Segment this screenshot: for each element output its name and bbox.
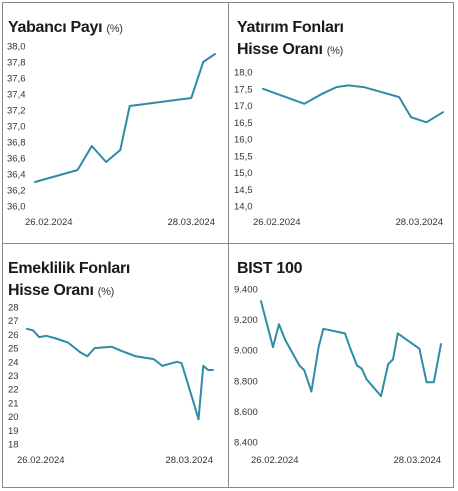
chart-yabanci-payi: 38,0 37,8 37,6 37,4 37,2 37,0 36,8 36,6 36,4 36,2… bbox=[7, 42, 216, 228]
chart-title: Yabancı Payı (%) bbox=[8, 17, 123, 40]
chart-title: BIST 100 bbox=[237, 258, 302, 280]
chart-title-text: Yabancı Payı bbox=[8, 19, 103, 36]
y-tick-label: 37,0 bbox=[7, 122, 26, 133]
y-tick-label: 37,6 bbox=[7, 74, 26, 85]
panel-bist-100: BIST 100 9.400 9.200 9.000 8.800 8.600 8.400 2… bbox=[229, 258, 458, 488]
y-tick-label: 23 bbox=[8, 371, 19, 382]
x-tick-label: 26.02.2024 bbox=[253, 217, 301, 228]
chart-title-line-2: Hisse Oranı bbox=[8, 282, 94, 299]
y-tick-label: 16,0 bbox=[234, 135, 253, 146]
y-tick-label: 36,6 bbox=[7, 154, 26, 165]
y-tick-label: 9.000 bbox=[234, 346, 258, 357]
chart-unit: (%) bbox=[106, 23, 123, 35]
chart-bist-100: 9.400 9.200 9.000 8.800 8.600 8.400 26.02.2024… bbox=[234, 285, 442, 466]
y-tick-label: 9.200 bbox=[234, 315, 258, 326]
x-tick-label: 26.02.2024 bbox=[25, 217, 73, 228]
panel-emeklilik-fonlari: Emeklilik Fonları Hisse Oranı (%) 28 27 26… bbox=[0, 258, 228, 488]
y-tick-label: 37,4 bbox=[7, 90, 26, 101]
panel-yatirim-fonlari: Yatırım Fonları Hisse Oranı (%) 18,0 17,5… bbox=[229, 17, 458, 242]
y-tick-label: 14,0 bbox=[234, 202, 253, 213]
y-tick-label: 8.800 bbox=[234, 376, 258, 387]
y-tick-label: 37,8 bbox=[7, 58, 26, 69]
y-tick-label: 21 bbox=[8, 398, 19, 409]
y-tick-label: 18 bbox=[8, 440, 19, 451]
y-tick-label: 15,0 bbox=[234, 168, 253, 179]
chart-title-line-2: Hisse Oranı bbox=[237, 41, 323, 58]
y-tick-label: 19 bbox=[8, 426, 19, 437]
series-line bbox=[260, 300, 442, 398]
y-tick-label: 22 bbox=[8, 385, 19, 396]
y-tick-label: 9.400 bbox=[234, 285, 258, 296]
y-tick-label: 8.400 bbox=[234, 438, 258, 449]
chart-title-text: BIST 100 bbox=[237, 260, 303, 277]
y-tick-label: 26 bbox=[8, 330, 19, 341]
chart-title-line-1: Emeklilik Fonları bbox=[8, 260, 131, 277]
x-tick-label: 28.03.2024 bbox=[167, 217, 215, 228]
y-tick-label: 15,5 bbox=[234, 151, 253, 162]
panel-yabanci-payi: Yabancı Payı (%) 38,0 37,8 37,6 37,4 37,2 37,… bbox=[0, 17, 228, 242]
chart-unit: (%) bbox=[326, 45, 344, 57]
y-tick-label: 25 bbox=[8, 344, 19, 355]
y-tick-label: 14,5 bbox=[234, 185, 253, 196]
vertical-divider bbox=[228, 2, 229, 488]
y-tick-label: 17,0 bbox=[234, 101, 253, 112]
chart-title-line-1: Yatırım Fonları bbox=[237, 19, 344, 36]
y-tick-label: 16,5 bbox=[234, 118, 253, 129]
x-tick-label: 26.02.2024 bbox=[251, 455, 299, 466]
chart-title: Emeklilik Fonları Hisse Oranı (%) bbox=[8, 258, 130, 303]
y-tick-label: 38,0 bbox=[7, 42, 26, 53]
chart-title: Yatırım Fonları Hisse Oranı (%) bbox=[237, 17, 344, 62]
chart-unit: (%) bbox=[97, 286, 115, 298]
y-tick-label: 28 bbox=[8, 303, 19, 314]
y-tick-label: 24 bbox=[8, 357, 19, 368]
y-tick-label: 17,5 bbox=[234, 84, 253, 95]
x-tick-label: 26.02.2024 bbox=[17, 455, 65, 466]
y-tick-label: 36,4 bbox=[7, 170, 26, 181]
y-tick-label: 18,0 bbox=[234, 68, 253, 79]
y-tick-label: 27 bbox=[8, 316, 19, 327]
y-tick-label: 36,8 bbox=[7, 138, 26, 149]
series-line bbox=[262, 84, 444, 124]
x-tick-label: 28.03.2024 bbox=[395, 217, 443, 228]
y-tick-label: 36,2 bbox=[7, 186, 26, 197]
y-tick-label: 36,0 bbox=[7, 202, 26, 213]
series-line bbox=[34, 53, 216, 183]
y-tick-label: 8.600 bbox=[234, 407, 258, 418]
y-tick-label: 20 bbox=[8, 412, 19, 423]
chart-yatirim-fonlari: 18,0 17,5 17,0 16,5 16,0 15,5 15,0 14,5 14,026.0… bbox=[234, 68, 444, 228]
x-tick-label: 28.03.2024 bbox=[165, 455, 213, 466]
horizontal-divider bbox=[2, 243, 454, 244]
x-tick-label: 28.03.2024 bbox=[393, 455, 441, 466]
y-tick-label: 37,2 bbox=[7, 106, 26, 117]
chart-emeklilik-fonlari: 28 27 26 25 24 23 22 21 20 19 18 26.02.2024 28.03.20… bbox=[8, 303, 214, 466]
series-line bbox=[26, 327, 214, 421]
